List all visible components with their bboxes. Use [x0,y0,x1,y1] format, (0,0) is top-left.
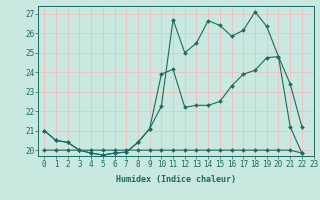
X-axis label: Humidex (Indice chaleur): Humidex (Indice chaleur) [116,175,236,184]
